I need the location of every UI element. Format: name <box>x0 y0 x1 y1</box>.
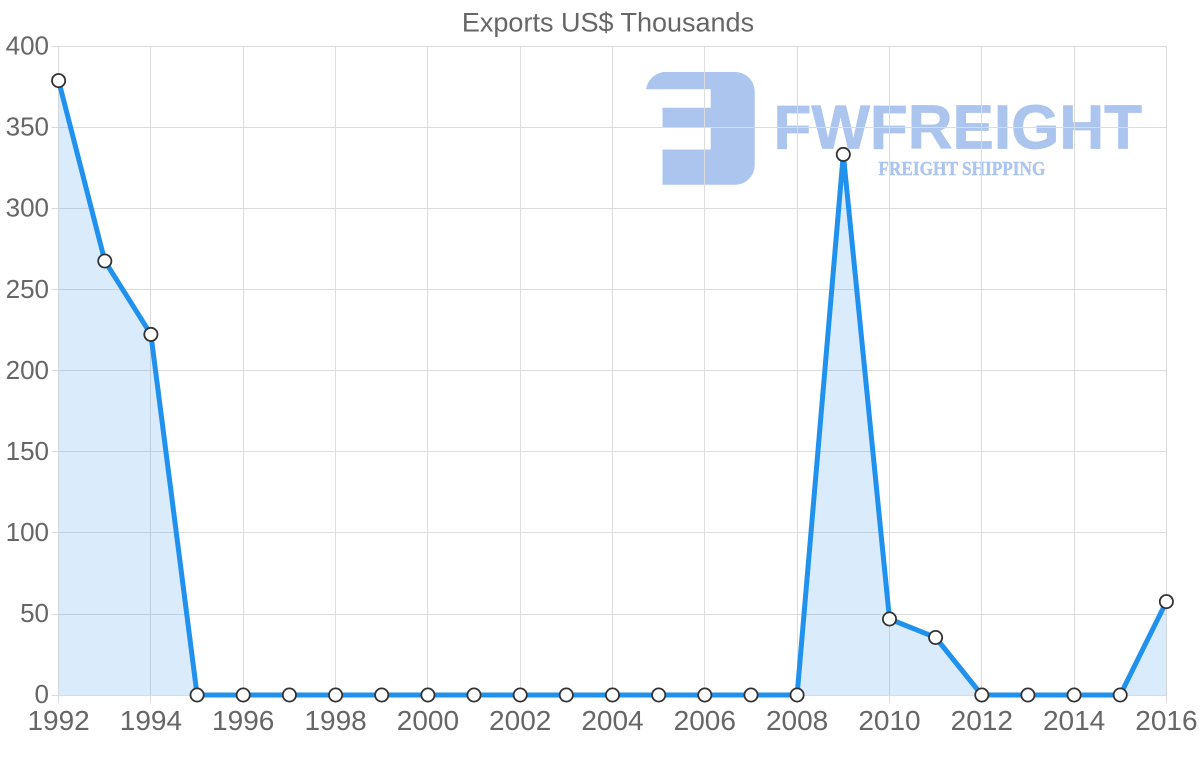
svg-text:1998: 1998 <box>304 705 366 736</box>
svg-text:1996: 1996 <box>212 705 274 736</box>
svg-text:150: 150 <box>6 436 49 466</box>
svg-text:1994: 1994 <box>120 705 182 736</box>
svg-text:2016: 2016 <box>1135 705 1197 736</box>
svg-text:2006: 2006 <box>674 705 736 736</box>
svg-text:1992: 1992 <box>27 705 89 736</box>
svg-text:0: 0 <box>35 679 49 709</box>
svg-text:2014: 2014 <box>1043 705 1105 736</box>
svg-text:100: 100 <box>6 517 49 547</box>
svg-text:2002: 2002 <box>489 705 551 736</box>
svg-text:2010: 2010 <box>858 705 920 736</box>
svg-text:Exports US$ Thousands: Exports US$ Thousands <box>462 8 754 38</box>
svg-text:200: 200 <box>6 355 49 385</box>
svg-text:250: 250 <box>6 274 49 304</box>
svg-text:300: 300 <box>6 193 49 223</box>
svg-text:400: 400 <box>6 31 49 61</box>
svg-text:FWFREIGHT: FWFREIGHT <box>774 94 1143 163</box>
svg-text:2000: 2000 <box>397 705 459 736</box>
svg-text:2012: 2012 <box>951 705 1013 736</box>
svg-text:FREIGHT SHIPPING: FREIGHT SHIPPING <box>878 158 1045 180</box>
svg-text:2008: 2008 <box>766 705 828 736</box>
svg-text:350: 350 <box>6 112 49 142</box>
svg-text:2004: 2004 <box>581 705 643 736</box>
svg-text:50: 50 <box>20 598 49 628</box>
